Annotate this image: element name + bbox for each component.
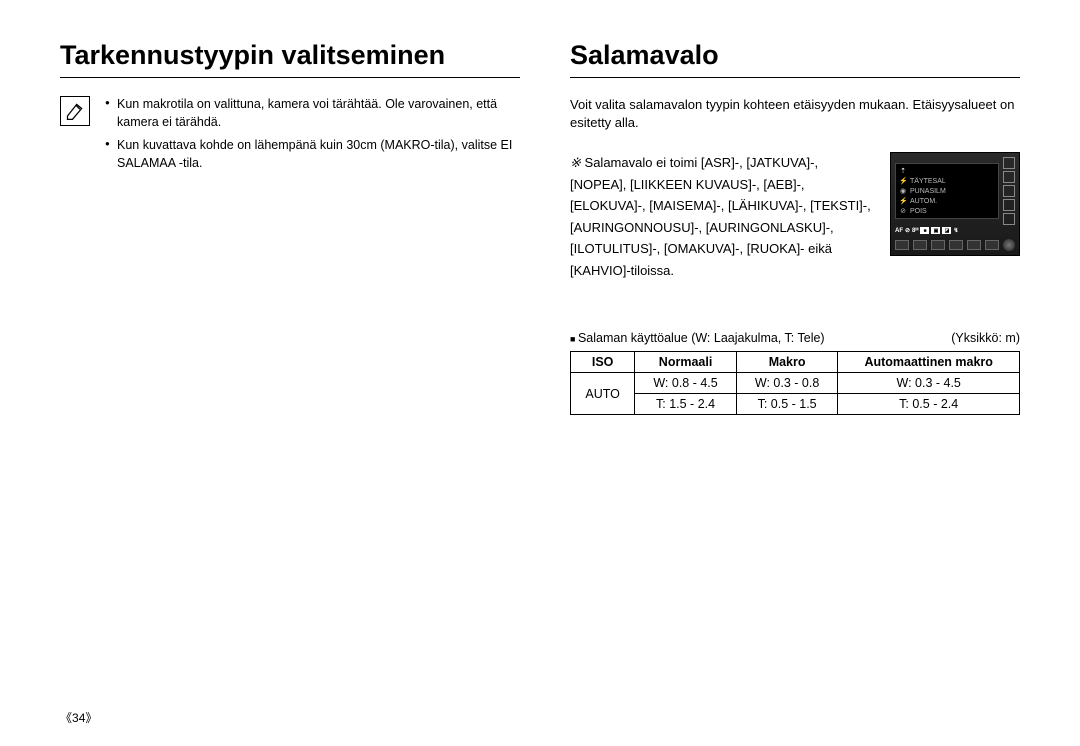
table-cell: W: 0.3 - 0.8 [736,373,838,394]
shutter-icon [1003,239,1015,251]
intro-text: Voit valita salamavalon tyypin kohteen e… [570,96,1020,132]
note-icon [60,96,90,126]
heading-right: Salamavalo [570,40,1020,78]
lcd-menu-item: TÄYTESAL [910,178,946,185]
table-caption: Salaman käyttöalue (W: Laajakulma, T: Te… [570,331,1020,345]
lcd-side-boxes [1003,157,1015,225]
table-header: Makro [736,352,838,373]
status-icon: ■ [920,227,929,234]
table-cell: T: 0.5 - 1.5 [736,394,838,415]
af-label: AF [895,228,903,234]
lcd-menu-item: PUNASILM [910,188,946,195]
lcd-status-row: AF ⊘ 8ᴹ ■ ▣ ◪ ↯ [895,227,1015,234]
lcd-menu-item: POIS [910,208,927,215]
flash-range-table: ISO Normaali Makro Automaattinen makro A… [570,351,1020,415]
flash-fill-icon: ⚡ [899,177,907,185]
table-cell: T: 1.5 - 2.4 [635,394,737,415]
flash-mode-text: ※ Salamavalo ei toimi [ASR]-, [JATKUVA]-… [570,152,875,281]
status-icon: 8ᴹ [912,228,918,234]
flash-prefix: ※ [570,155,581,170]
table-header: ISO [571,352,635,373]
note-item: Kun kuvattava kohde on lähempänä kuin 30… [105,137,520,172]
lcd-diagram: ⇡ ⚡TÄYTESAL ◉PUNASILM ⚡AUTOM. ⊘POIS AF ⊘ [890,152,1020,256]
table-unit: (Yksikkö: m) [951,331,1020,345]
table-cell-iso: AUTO [571,373,635,415]
status-icon: ◪ [942,227,951,234]
note-list: Kun makrotila on valittuna, kamera voi t… [105,96,520,178]
heading-left: Tarkennustyypin valitseminen [60,40,520,78]
table-header: Normaali [635,352,737,373]
flash-body: Salamavalo ei toimi [ASR]-, [JATKUVA]-, … [570,155,871,277]
status-icon: ↯ [953,227,958,234]
table-caption-text: Salaman käyttöalue (W: Laajakulma, T: Te… [570,331,825,345]
flash-off-icon: ⊘ [899,207,907,215]
note-box: Kun makrotila on valittuna, kamera voi t… [60,96,520,178]
table-cell: T: 0.5 - 2.4 [838,394,1020,415]
status-icon: ⊘ [905,227,910,234]
lcd-thumbs [895,239,1015,251]
table-cell: W: 0.3 - 4.5 [838,373,1020,394]
note-item: Kun makrotila on valittuna, kamera voi t… [105,96,520,131]
lcd-menu-item: AUTOM. [910,198,937,205]
table-cell: W: 0.8 - 4.5 [635,373,737,394]
redeye-icon: ◉ [899,187,907,195]
lcd-menu: ⇡ ⚡TÄYTESAL ◉PUNASILM ⚡AUTOM. ⊘POIS [895,163,999,219]
table-header: Automaattinen makro [838,352,1020,373]
status-icon: ▣ [931,227,940,234]
page-number: 34 [60,709,97,726]
auto-flash-icon: ⚡ [899,197,907,205]
